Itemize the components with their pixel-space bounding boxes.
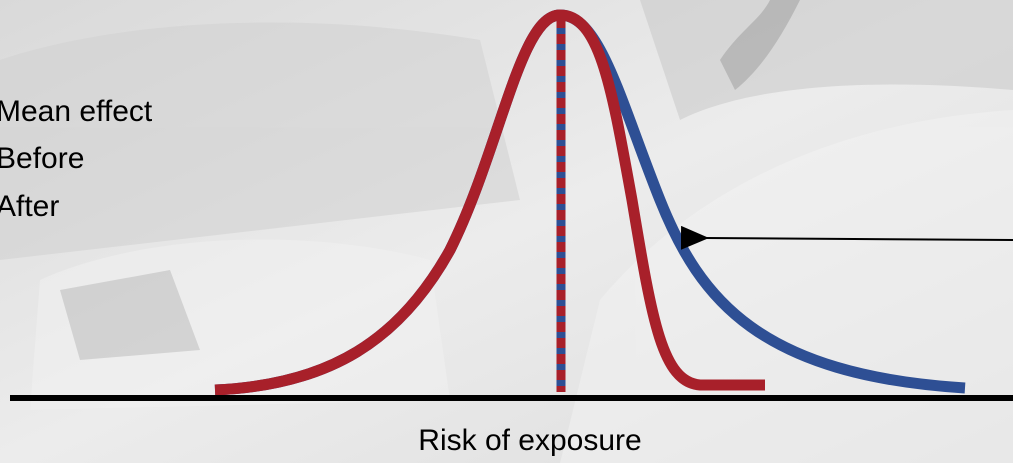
slide: Mean effect Before After Risk of exposur… — [0, 0, 1013, 463]
page: {"legend": ["Mean effect", "Before", "Af… — [0, 0, 1013, 463]
legend-before: Before — [0, 142, 84, 175]
axis-label: Risk of exposure — [418, 424, 641, 457]
legend-after: After — [0, 190, 59, 223]
legend-mean-effect: Mean effect — [0, 95, 153, 128]
